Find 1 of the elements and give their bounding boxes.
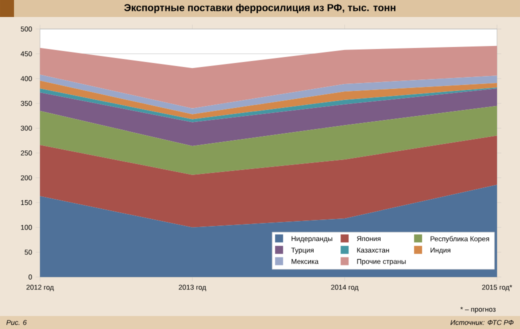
chart-title: Экспортные поставки ферросилиция из РФ, тыс. тонн [124,4,396,14]
